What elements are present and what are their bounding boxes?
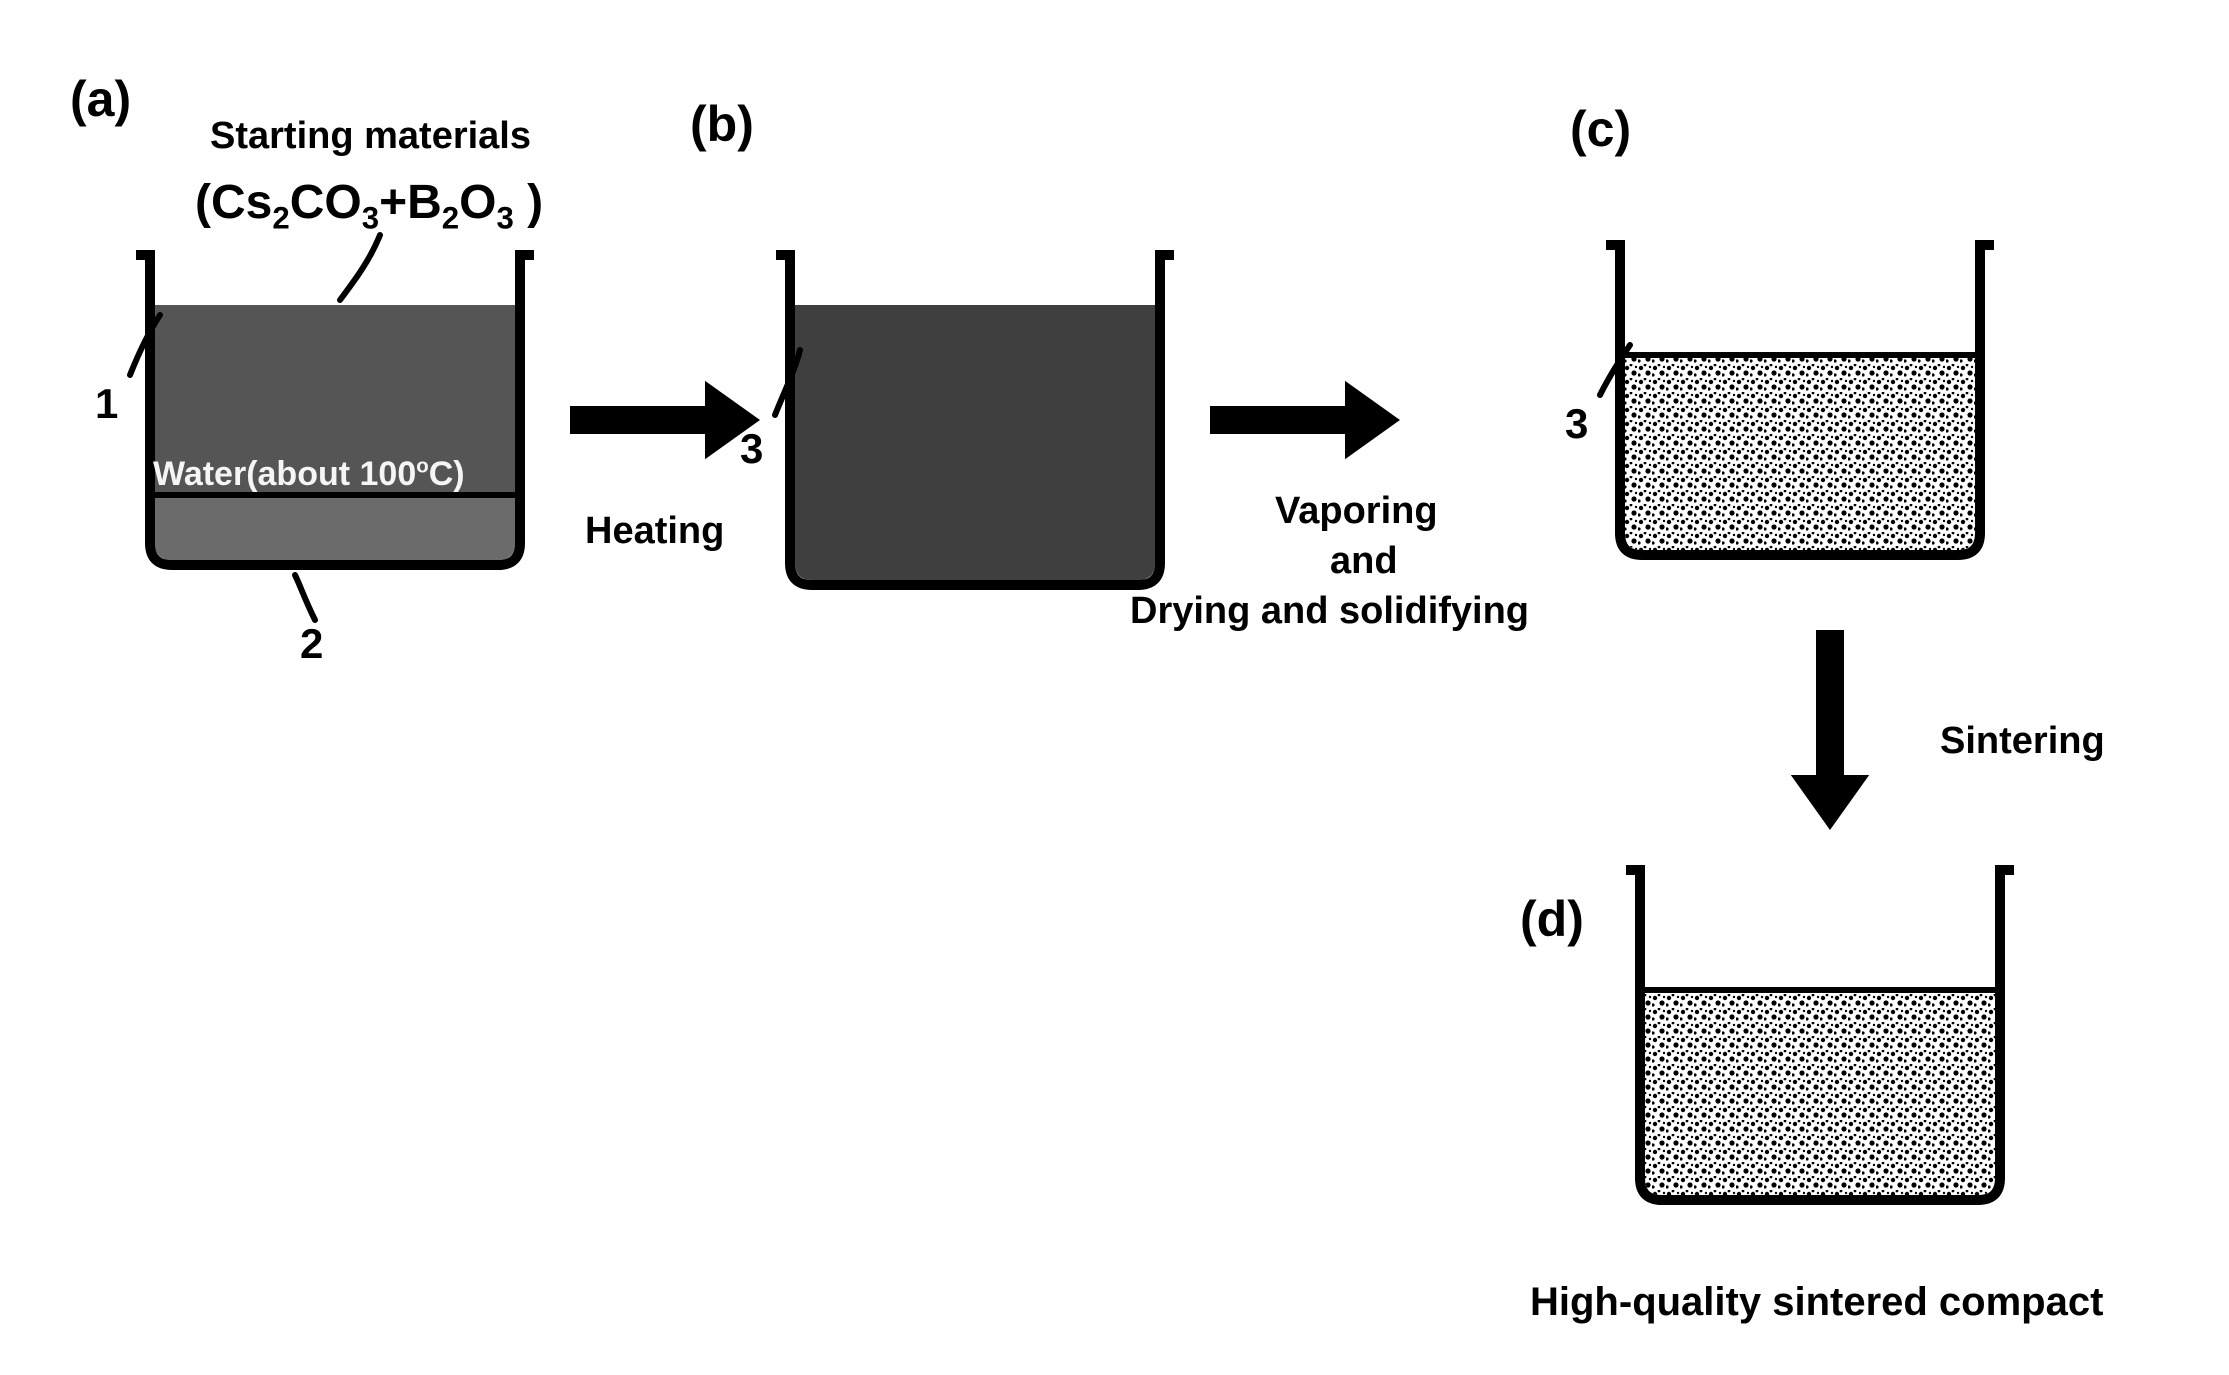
water-label: Water(about 100oC) <box>153 455 465 494</box>
vaporing-label: Vaporing <box>1275 490 1438 533</box>
panel-d-label: (d) <box>1520 890 1584 948</box>
chemical-formula: (Cs2CO3+B2O3 ) <box>195 175 543 237</box>
drying-label: Drying and solidifying <box>1130 590 1529 633</box>
beaker-b <box>776 255 1174 585</box>
panel-b-label: (b) <box>690 95 754 153</box>
callout-2: 2 <box>300 620 323 668</box>
beaker-c <box>1606 245 1994 555</box>
callout-3-b: 3 <box>740 425 763 473</box>
callout-1: 1 <box>95 380 118 428</box>
panel-a-label: (a) <box>70 70 131 128</box>
process-diagram: { "canvas": {"w": 2229, "h": 1370, "bg":… <box>0 0 2229 1370</box>
beaker-d <box>1626 870 2014 1200</box>
callout-3-c: 3 <box>1565 400 1588 448</box>
final-product-label: High-quality sintered compact <box>1530 1280 2103 1325</box>
heating-label: Heating <box>585 510 724 553</box>
panel-c-label: (c) <box>1570 100 1631 158</box>
beaker-a <box>136 255 534 565</box>
and-label: and <box>1330 540 1398 583</box>
sintering-label: Sintering <box>1940 720 2105 763</box>
starting-materials-text: Starting materials <box>210 115 531 158</box>
